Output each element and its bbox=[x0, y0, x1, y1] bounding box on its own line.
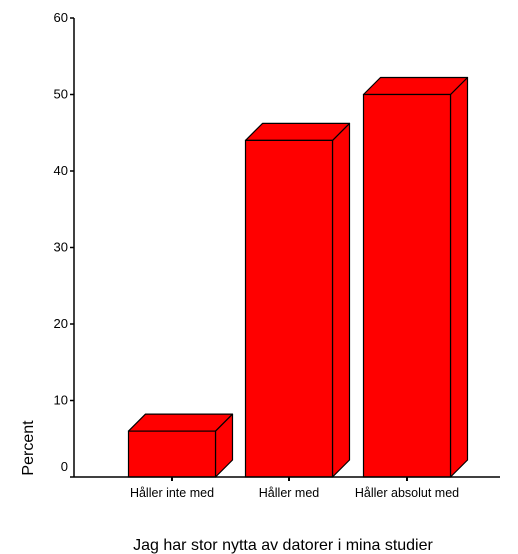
bar-top-face bbox=[362, 76, 469, 96]
bar-front-face bbox=[127, 430, 217, 478]
y-tick-label: 50 bbox=[54, 87, 68, 102]
y-ticks-group: 0 10 20 30 40 50 60 bbox=[54, 10, 74, 478]
x-tick-label: Håller inte med bbox=[130, 486, 214, 500]
y-tick-label: 20 bbox=[54, 316, 68, 331]
bar-top-face bbox=[127, 413, 234, 432]
y-tick-label: 60 bbox=[54, 10, 68, 25]
x-labels-group: Håller inte med Håller med Håller absolut … bbox=[130, 477, 459, 500]
bar-side-face bbox=[449, 76, 469, 478]
x-tick-label: Håller absolut med bbox=[355, 486, 459, 500]
bars-group bbox=[127, 76, 469, 478]
bar bbox=[244, 122, 351, 478]
y-tick-label: 10 bbox=[54, 393, 68, 408]
x-tick-label: Håller med bbox=[259, 486, 319, 500]
y-tick-label: 0 bbox=[61, 459, 68, 474]
bar-front-face bbox=[244, 139, 334, 478]
bar-side-face bbox=[331, 122, 351, 478]
y-tick-label: 30 bbox=[54, 240, 68, 255]
bar bbox=[362, 76, 469, 478]
x-axis-title: Jag har stor nytta av datorer i mina stu… bbox=[133, 537, 433, 554]
y-tick-label: 40 bbox=[54, 163, 68, 178]
bar-front-face bbox=[362, 93, 452, 478]
y-axis-title: Percent bbox=[20, 420, 37, 476]
bar-top-face bbox=[244, 122, 351, 141]
bar bbox=[127, 413, 234, 478]
